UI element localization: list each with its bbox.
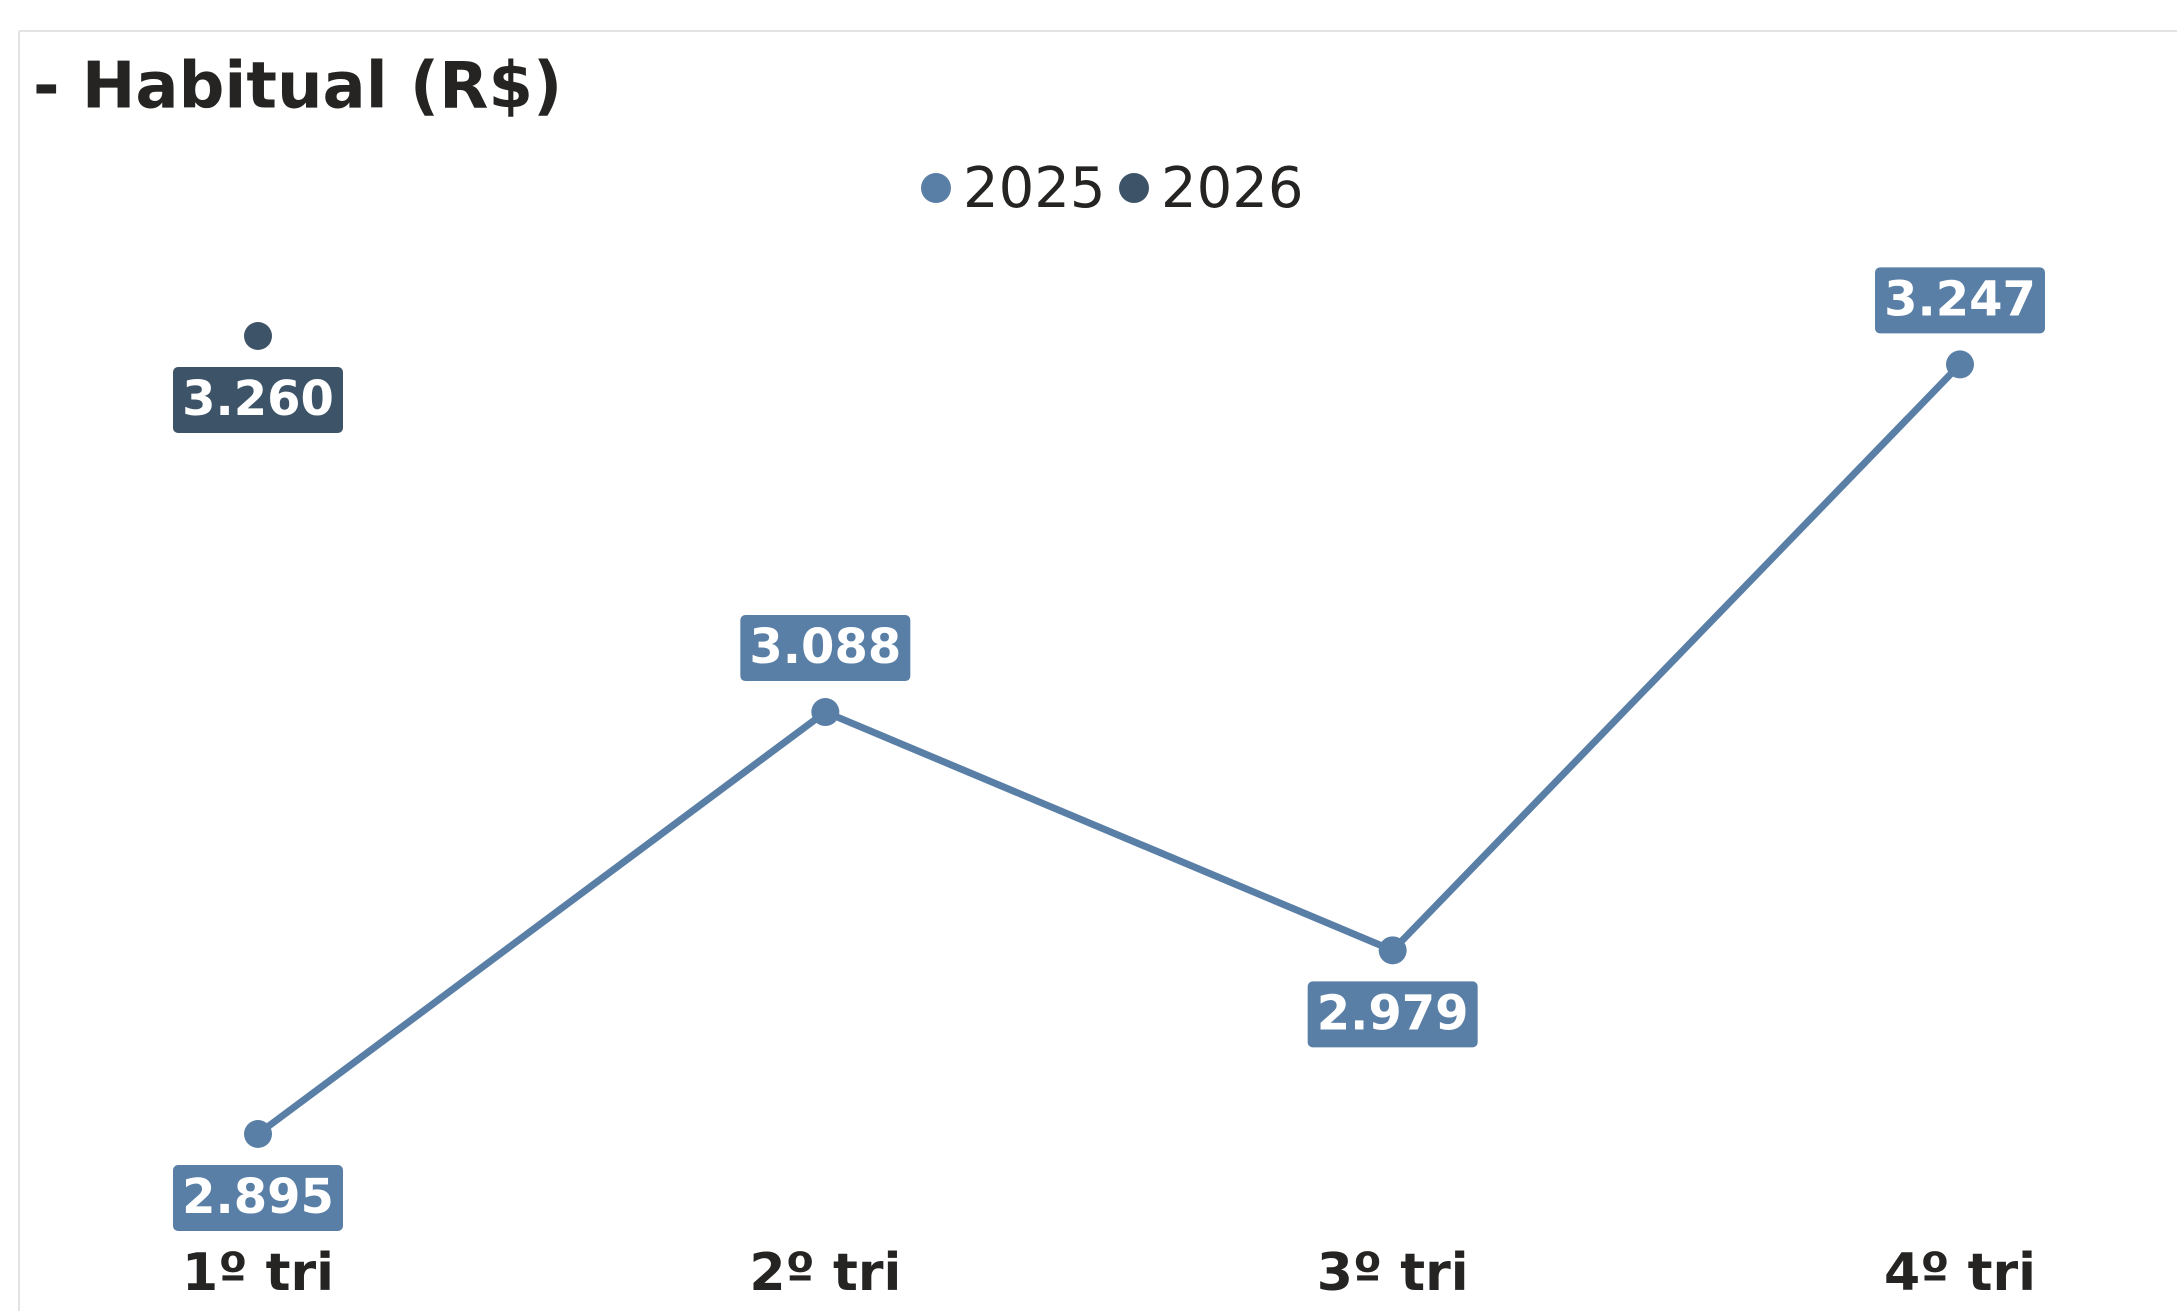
legend-marker: [921, 173, 951, 203]
series-line: [255, 361, 1963, 1137]
legend-label: 2025: [963, 156, 1106, 221]
data-label: 3.088: [749, 619, 901, 675]
data-label-box: [740, 615, 911, 682]
data-label-box: [173, 1165, 343, 1231]
data-point: [244, 1120, 272, 1148]
legend-marker: [1119, 173, 1149, 203]
data-label: 2.895: [182, 1169, 334, 1225]
x-tick-label: 3º tri: [1317, 1243, 1469, 1303]
data-point: [1378, 936, 1407, 965]
legend-label: 2026: [1161, 156, 1304, 221]
x-tick-label: 1º tri: [182, 1243, 334, 1303]
data-label: 2.979: [1317, 985, 1469, 1041]
chart-title: - Habitual (R$): [33, 50, 562, 124]
data-point: [244, 322, 272, 350]
x-tick-label: 4º tri: [1884, 1243, 2036, 1303]
data-label-box: [173, 367, 343, 433]
data-label-box: [1875, 267, 2045, 334]
x-tick-label: 2º tri: [749, 1243, 901, 1303]
data-point: [1946, 350, 1974, 379]
data-label: 3.247: [1884, 271, 2036, 327]
data-label-box: [1307, 981, 1478, 1048]
data-point: [811, 698, 840, 727]
data-label: 3.260: [182, 371, 334, 427]
